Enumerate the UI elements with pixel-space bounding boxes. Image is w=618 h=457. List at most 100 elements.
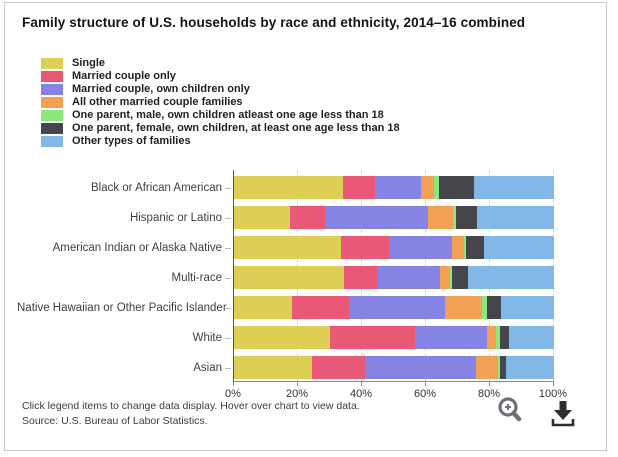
legend-label: Other types of families — [72, 135, 191, 147]
x-axis-tick — [297, 382, 298, 386]
bar-segment[interactable] — [365, 356, 476, 379]
bar-segment[interactable] — [389, 236, 452, 259]
stacked-bar — [234, 206, 554, 229]
bar-segment[interactable] — [486, 296, 502, 319]
bar-segment[interactable] — [453, 206, 457, 229]
x-axis-tick-label: 60% — [413, 388, 437, 400]
x-axis-tick-label: 40% — [349, 388, 373, 400]
x-axis-tick — [489, 382, 490, 386]
bar-segment[interactable] — [377, 266, 441, 289]
source-attribution: Source: U.S. Bureau of Labor Statistics. — [22, 415, 208, 427]
bar-segment[interactable] — [481, 296, 487, 319]
x-axis-tick-label: 80% — [477, 388, 501, 400]
bar-segment[interactable] — [291, 296, 350, 319]
bar-segment[interactable] — [349, 296, 446, 319]
stacked-bar — [234, 326, 554, 349]
bar-segment[interactable] — [505, 356, 554, 379]
bar-segment[interactable] — [499, 326, 510, 349]
bar-segment[interactable] — [440, 266, 450, 289]
bar-segment[interactable] — [341, 236, 390, 259]
y-axis-tick — [225, 338, 231, 339]
bar-segment[interactable] — [234, 176, 343, 199]
bar-segment[interactable] — [421, 176, 434, 199]
bar-segment[interactable] — [234, 206, 290, 229]
legend-label: All other married couple families — [72, 96, 243, 108]
bar-segment[interactable] — [427, 206, 454, 229]
stacked-bar — [234, 266, 554, 289]
bar-segment[interactable] — [475, 356, 498, 379]
bar-segment[interactable] — [464, 236, 466, 259]
x-axis-tick-label: 0% — [225, 388, 241, 400]
bar-segment[interactable] — [496, 326, 500, 349]
chart-title: Family structure of U.S. households by r… — [22, 15, 526, 30]
category-label: Multi-race — [171, 272, 222, 284]
bar-segment[interactable] — [374, 176, 422, 199]
stacked-bar — [234, 176, 554, 199]
bar-segment[interactable] — [438, 176, 474, 199]
bar-segment[interactable] — [344, 266, 378, 289]
bar-segment[interactable] — [445, 296, 482, 319]
legend-label: Married couple only — [72, 70, 176, 82]
zoom-icon[interactable] — [496, 396, 522, 423]
category-label: Native Hawaiian or Other Pacific Islande… — [17, 302, 227, 314]
legend-item[interactable]: Married couple only — [41, 70, 400, 83]
legend-swatch — [41, 71, 63, 82]
legend-label: Married couple, own children only — [72, 83, 250, 95]
bar-segment[interactable] — [234, 266, 345, 289]
bar-segment[interactable] — [501, 296, 554, 319]
bar-segment[interactable] — [290, 206, 326, 229]
legend-label: One parent, male, own children atleast o… — [72, 109, 384, 121]
x-axis-tick — [553, 382, 554, 386]
plot-area — [233, 170, 554, 382]
legend-swatch — [41, 110, 63, 121]
legend-item[interactable]: Single — [41, 57, 400, 70]
legend-item[interactable]: One parent, male, own children atleast o… — [41, 109, 400, 122]
bar-segment[interactable] — [456, 206, 478, 229]
bar-segment[interactable] — [234, 326, 330, 349]
stacked-bar — [234, 236, 554, 259]
bar-segment[interactable] — [342, 176, 375, 199]
legend-item[interactable]: All other married couple families — [41, 96, 400, 109]
legend-swatch — [41, 84, 63, 95]
bar-segment[interactable] — [499, 356, 506, 379]
category-label: Asian — [193, 362, 222, 374]
category-label: American Indian or Alaska Native — [52, 242, 222, 254]
legend-item[interactable]: Other types of families — [41, 135, 400, 148]
legend-label: One parent, female, own children, at lea… — [72, 122, 400, 134]
y-axis-tick — [225, 218, 231, 219]
bar-segment[interactable] — [497, 356, 500, 379]
interaction-hint-text: Click legend items to change data displa… — [22, 400, 360, 412]
y-axis-tick — [225, 248, 231, 249]
legend-item[interactable]: Married couple, own children only — [41, 83, 400, 96]
bar-segment[interactable] — [312, 356, 366, 379]
stacked-bar — [234, 356, 554, 379]
bar-segment[interactable] — [477, 206, 554, 229]
bar-segment[interactable] — [330, 326, 415, 349]
bar-segment[interactable] — [451, 236, 465, 259]
legend-item[interactable]: One parent, female, own children, at lea… — [41, 122, 400, 135]
bar-segment[interactable] — [234, 296, 292, 319]
bar-segment[interactable] — [234, 236, 342, 259]
x-axis-tick — [425, 382, 426, 386]
bar-segment[interactable] — [465, 236, 484, 259]
bar-segment[interactable] — [483, 236, 554, 259]
bar-segment[interactable] — [451, 266, 468, 289]
bar-segment[interactable] — [467, 266, 554, 289]
x-axis-tick-label: 20% — [285, 388, 309, 400]
bar-segment[interactable] — [414, 326, 487, 349]
download-icon[interactable] — [548, 399, 578, 432]
category-label: Hispanic or Latino — [129, 212, 222, 224]
legend-label: Single — [72, 57, 106, 69]
bar-segment[interactable] — [509, 326, 554, 349]
bar-segment[interactable] — [325, 206, 428, 229]
bar-segment[interactable] — [234, 356, 313, 379]
bar-segment[interactable] — [433, 176, 439, 199]
legend-swatch — [41, 97, 63, 108]
x-axis-tick — [361, 382, 362, 386]
y-axis-tick — [225, 188, 231, 189]
bar-segment[interactable] — [449, 266, 452, 289]
bar-segment[interactable] — [486, 326, 497, 349]
x-axis-tick-label: 100% — [538, 388, 568, 400]
bar-segment[interactable] — [473, 176, 554, 199]
legend: Single Married couple only Married couple,… — [41, 57, 400, 148]
